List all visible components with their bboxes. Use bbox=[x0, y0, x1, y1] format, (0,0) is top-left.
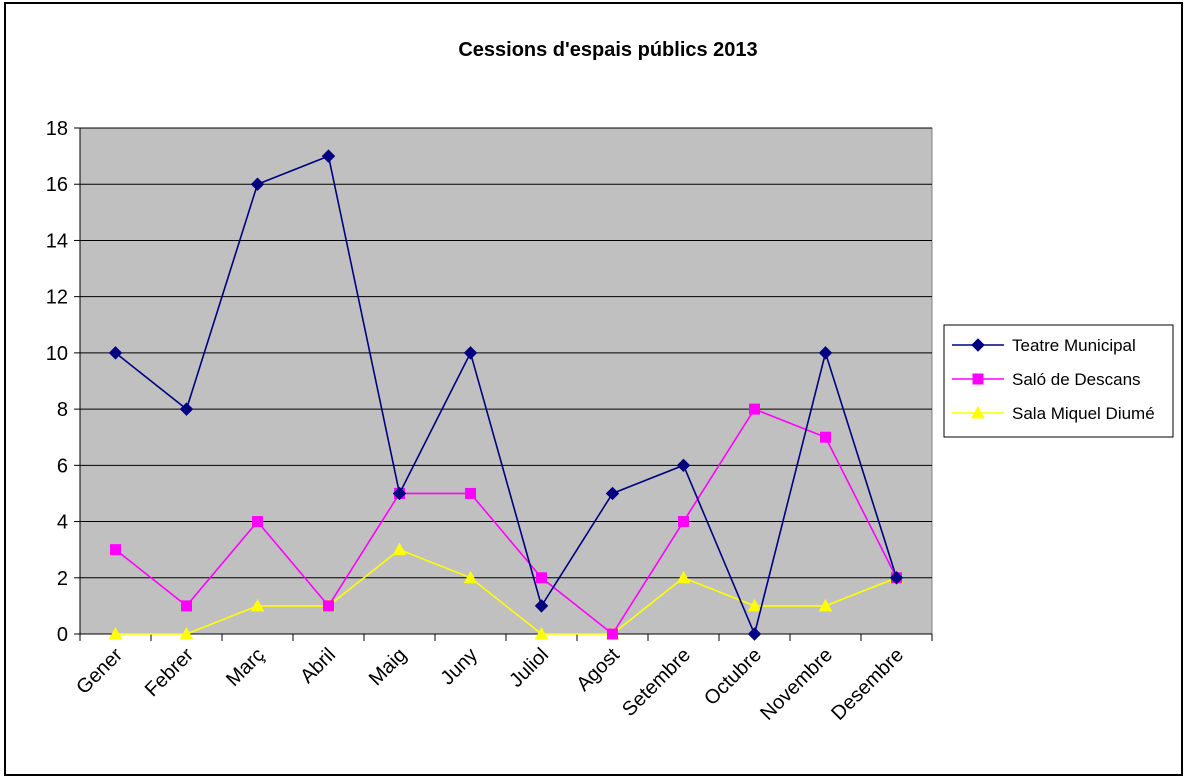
x-tick-label: Maig bbox=[365, 644, 411, 690]
data-point bbox=[818, 598, 833, 612]
data-point bbox=[534, 599, 549, 613]
data-point bbox=[749, 403, 760, 415]
legend-label: Saló de Descans bbox=[1012, 370, 1141, 389]
x-tick-label: Novembre bbox=[756, 644, 837, 725]
legend-label: Teatre Municipal bbox=[1012, 336, 1136, 355]
x-tick-label: Juny bbox=[437, 644, 482, 689]
data-point bbox=[463, 346, 478, 360]
series-line bbox=[115, 408, 898, 636]
y-tick-label: 18 bbox=[46, 118, 68, 140]
chart-title: Cessions d'espais públics 2013 bbox=[458, 39, 757, 61]
data-point bbox=[676, 570, 691, 584]
y-tick-label: 16 bbox=[46, 174, 68, 196]
legend-marker bbox=[971, 338, 985, 352]
legend-marker bbox=[972, 373, 984, 385]
y-tick-label: 6 bbox=[57, 455, 68, 477]
plot-background bbox=[79, 127, 933, 635]
data-point bbox=[607, 628, 618, 640]
series-line bbox=[115, 548, 897, 635]
data-point bbox=[250, 598, 265, 612]
y-tick-label: 10 bbox=[46, 343, 68, 365]
x-tick-label: Juliol bbox=[505, 644, 553, 692]
data-point bbox=[392, 486, 407, 501]
x-tick-label: Abril bbox=[296, 644, 340, 688]
data-point bbox=[818, 346, 833, 360]
x-tick-label: Febrer bbox=[141, 644, 198, 701]
legend-label: Sala Miquel Diumé bbox=[1012, 404, 1155, 423]
data-point bbox=[179, 402, 194, 416]
data-point bbox=[181, 600, 192, 612]
data-point bbox=[179, 626, 194, 640]
data-point bbox=[108, 346, 123, 360]
y-tick-label: 8 bbox=[57, 399, 68, 421]
series-line bbox=[115, 155, 898, 637]
data-point bbox=[605, 486, 620, 501]
data-point bbox=[747, 598, 762, 612]
x-tick-label: Desembre bbox=[827, 644, 908, 725]
data-point bbox=[323, 600, 334, 612]
data-point bbox=[108, 626, 123, 640]
data-point bbox=[252, 516, 263, 528]
data-point bbox=[463, 570, 478, 584]
data-point bbox=[820, 431, 831, 443]
data-point bbox=[250, 177, 265, 191]
data-point bbox=[889, 571, 904, 585]
data-point bbox=[465, 487, 476, 499]
data-point bbox=[536, 572, 547, 584]
y-tick-label: 2 bbox=[57, 568, 68, 590]
y-tick-label: 14 bbox=[46, 230, 68, 252]
y-tick-label: 4 bbox=[57, 512, 68, 534]
data-point bbox=[392, 542, 407, 556]
y-tick-label: 0 bbox=[57, 624, 68, 646]
plot-area: 0 2 4 6 8 10 12 14 16 18 Gener Febrer Març Abril Maig J… bbox=[46, 118, 933, 725]
data-point bbox=[321, 149, 336, 163]
data-point bbox=[678, 516, 689, 528]
x-tick-label: Setembre bbox=[618, 644, 695, 721]
x-tick-label: Agost bbox=[572, 644, 624, 696]
data-point bbox=[110, 544, 121, 556]
x-tick-label: Març bbox=[222, 644, 269, 691]
y-tick-label: 12 bbox=[46, 287, 68, 309]
legend-marker bbox=[971, 405, 985, 419]
x-tick-label: Gener bbox=[72, 644, 127, 699]
data-point bbox=[676, 458, 691, 473]
x-tick-label: Octubre bbox=[700, 644, 766, 710]
data-point bbox=[747, 627, 762, 641]
legend: Teatre Municipal Saló de Descans Sala Miqu… bbox=[943, 324, 1174, 438]
data-point bbox=[534, 626, 549, 640]
